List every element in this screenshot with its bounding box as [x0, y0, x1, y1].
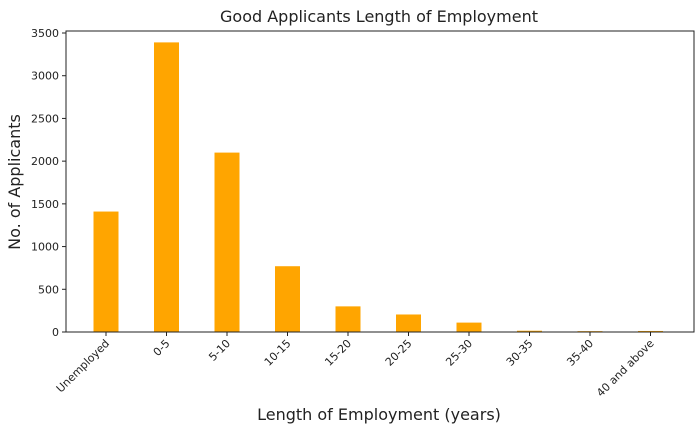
y-tick-label: 0	[52, 326, 59, 339]
y-tick-label: 2500	[31, 112, 59, 125]
bar-15-20	[335, 306, 361, 332]
bar-5-10	[214, 152, 240, 332]
x-tick-label: 20-25	[383, 337, 415, 369]
x-tick-label: 0-5	[151, 337, 173, 359]
y-tick-label: 1500	[31, 198, 59, 211]
y-tick-label: 3500	[31, 27, 59, 40]
y-axis-ticks: 0 500 1000 1500 2000 2500 3000 3500	[31, 27, 66, 339]
y-tick-label: 2000	[31, 155, 59, 168]
bar-0-5	[154, 42, 179, 332]
plot-frame	[65, 30, 695, 333]
bar-30-35	[517, 330, 542, 332]
x-axis-label: Length of Employment (years)	[257, 405, 501, 424]
x-tick-label: 15-20	[322, 337, 354, 369]
bar-25-30	[456, 322, 482, 332]
y-axis-label: No. of Applicants	[5, 114, 24, 250]
bars-group	[93, 42, 663, 332]
chart-title: Good Applicants Length of Employment	[220, 7, 538, 26]
x-tick-label: 10-15	[262, 337, 294, 369]
x-tick-label: Unemployed	[54, 337, 112, 395]
x-tick-label: 25-30	[443, 337, 475, 369]
y-tick-label: 1000	[31, 241, 59, 254]
x-tick-label: 35-40	[564, 337, 596, 369]
x-axis-ticks: Unemployed 0-5 5-10 10-15 15-20 20-25 25-30 30-…	[54, 332, 657, 399]
x-tick-label: 5-10	[206, 337, 233, 364]
bar-20-25	[396, 314, 421, 332]
y-tick-label: 3000	[31, 70, 59, 83]
bar-unemployed	[93, 211, 119, 332]
bar-10-15	[275, 266, 300, 332]
bar-40-and-above	[638, 330, 663, 332]
x-tick-label: 40 and above	[594, 337, 657, 400]
x-tick-label: 30-35	[504, 337, 536, 369]
y-tick-label: 500	[38, 283, 59, 296]
